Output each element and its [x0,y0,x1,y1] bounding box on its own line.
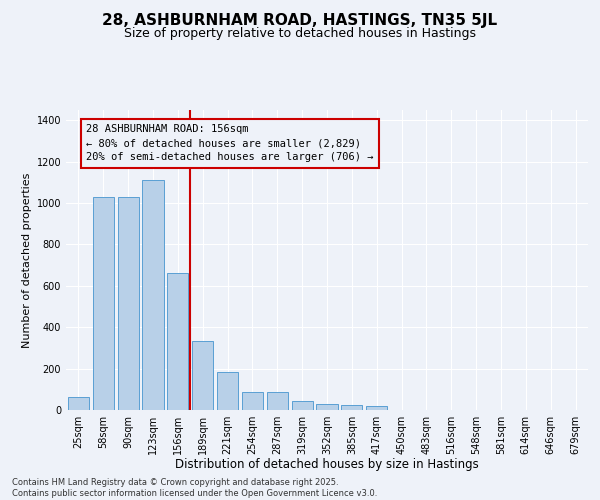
X-axis label: Distribution of detached houses by size in Hastings: Distribution of detached houses by size … [175,458,479,471]
Bar [68,396,89,410]
Bar [142,180,164,410]
Bar [93,197,114,410]
Bar [292,400,313,410]
Text: 28, ASHBURNHAM ROAD, HASTINGS, TN35 5JL: 28, ASHBURNHAM ROAD, HASTINGS, TN35 5JL [103,12,497,28]
Bar [118,197,139,410]
Bar [242,392,263,410]
Bar [217,372,238,410]
Bar [341,405,362,410]
Bar [316,404,338,410]
Bar [167,274,188,410]
Text: Size of property relative to detached houses in Hastings: Size of property relative to detached ho… [124,28,476,40]
Text: Contains HM Land Registry data © Crown copyright and database right 2025.
Contai: Contains HM Land Registry data © Crown c… [12,478,377,498]
Bar [366,406,387,410]
Bar [267,392,288,410]
Y-axis label: Number of detached properties: Number of detached properties [22,172,32,348]
Text: 28 ASHBURNHAM ROAD: 156sqm
← 80% of detached houses are smaller (2,829)
20% of s: 28 ASHBURNHAM ROAD: 156sqm ← 80% of deta… [86,124,373,162]
Bar [192,340,213,410]
